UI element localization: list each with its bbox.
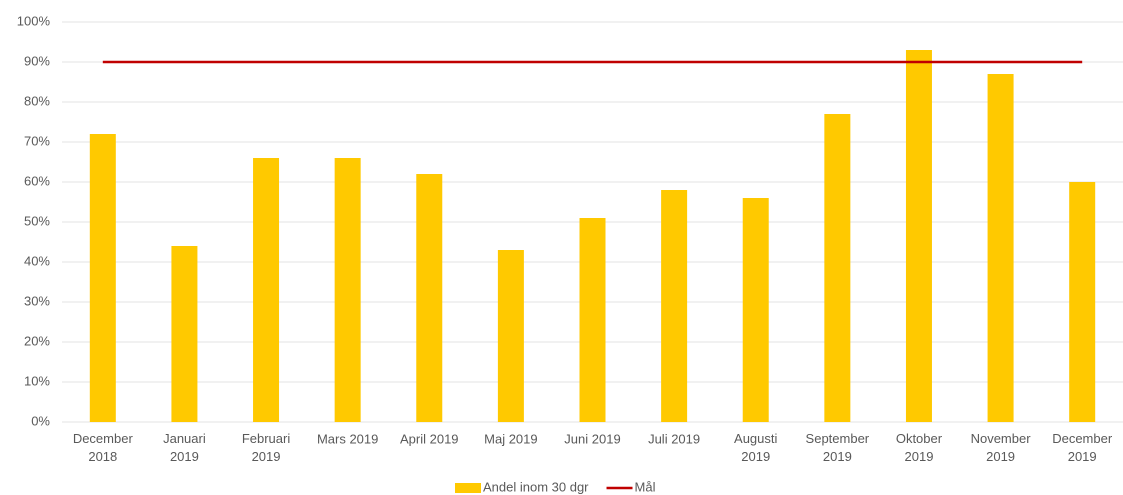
x-tick-label: Maj 2019 [484,431,537,446]
x-tick-label: December 2018 [73,431,134,464]
x-tick-line: Februari [242,431,291,446]
x-tick-label: September 2019 [806,431,870,464]
y-tick-label: 70% [24,133,50,148]
x-tick-line: 2019 [823,449,852,464]
x-tick-line: November [971,431,1032,446]
x-tick-line: 2019 [741,449,770,464]
legend-label: Andel inom 30 dgr [483,479,589,494]
x-tick-label: Februari 2019 [242,431,291,464]
x-tick-label: Augusti 2019 [734,431,777,464]
y-tick-label: 80% [24,93,50,108]
bar [497,250,524,422]
y-tick-label: 90% [24,53,50,68]
y-tick-label: 30% [24,293,50,308]
bar [89,134,116,422]
bar [334,158,361,422]
bar [824,114,851,422]
x-tick-line: 2019 [905,449,934,464]
bar [661,190,688,422]
bar [1069,182,1096,422]
x-tick-label: April 2019 [400,431,459,446]
x-tick-label: November 2019 [971,431,1032,464]
x-tick-label: Mars 2019 [317,431,378,446]
x-tick-line: 2018 [88,449,117,464]
legend-swatch [455,483,481,493]
x-tick-line: 2019 [986,449,1015,464]
y-tick-label: 20% [24,333,50,348]
bar [987,74,1014,422]
x-tick-line: 2019 [252,449,281,464]
x-tick-line: 2019 [170,449,199,464]
x-tick-line: Augusti [734,431,777,446]
bar [253,158,280,422]
bar [171,246,198,422]
x-tick-line: December [73,431,134,446]
x-tick-line: 2019 [1068,449,1097,464]
bar [905,50,932,422]
y-tick-label: 60% [24,173,50,188]
y-tick-label: 40% [24,253,50,268]
y-tick-label: 0% [31,413,50,428]
x-tick-label: Juli 2019 [648,431,700,446]
y-tick-label: 100% [17,13,51,28]
x-tick-line: Oktober [896,431,943,446]
x-tick-label: Oktober 2019 [896,431,943,464]
x-tick-line: Januari [163,431,206,446]
y-tick-label: 10% [24,373,50,388]
bar [742,198,769,422]
y-tick-label: 50% [24,213,50,228]
bar [416,174,443,422]
x-tick-label: December 2019 [1052,431,1113,464]
x-tick-label: Januari 2019 [163,431,206,464]
x-tick-line: December [1052,431,1113,446]
bar [579,218,606,422]
legend-label: Mål [635,479,656,494]
x-tick-line: September [806,431,870,446]
x-tick-label: Juni 2019 [564,431,620,446]
